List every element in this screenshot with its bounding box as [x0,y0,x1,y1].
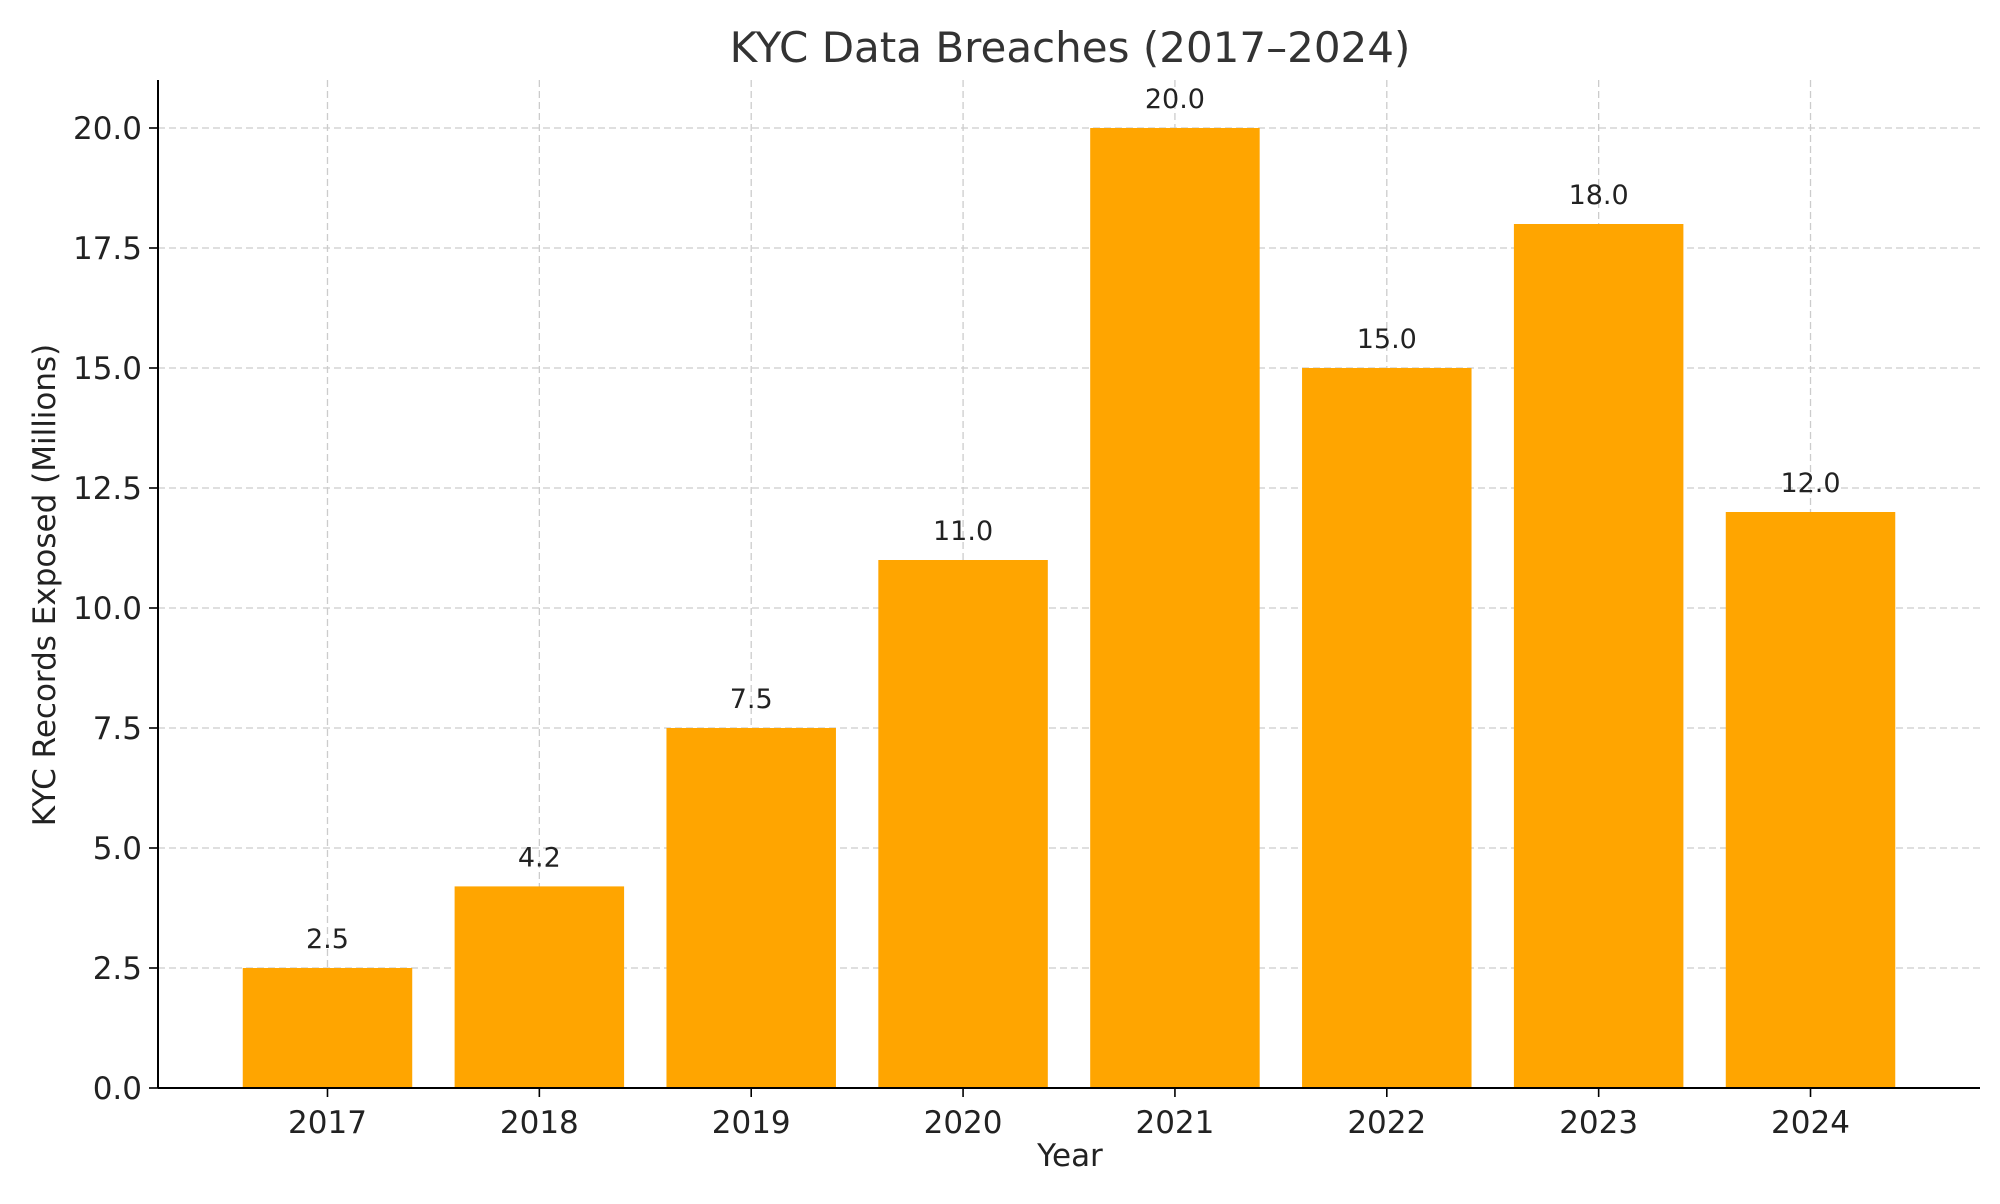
y-tick-label: 17.5 [73,231,142,267]
data-label-2017: 2.5 [306,924,349,955]
bar-2019 [666,728,836,1088]
data-label-2019: 7.5 [730,684,773,715]
bar-2022 [1302,368,1472,1088]
x-tick-label: 2019 [712,1105,791,1141]
bar-2020 [878,560,1048,1088]
y-tick-label: 5.0 [93,831,142,867]
y-tick-label: 12.5 [73,471,142,507]
x-tick-label: 2017 [288,1105,367,1141]
ticks-layer: 0.0 2.5 5.0 7.5 10.0 12.5 15.0 17.5 20.0 2017 2018… [73,111,1850,1141]
data-label-2020: 11.0 [933,516,993,547]
axes-layer [157,80,1980,1089]
x-tick-label: 2021 [1135,1105,1214,1141]
bar-2023 [1513,224,1684,1088]
bar-2024 [1725,512,1896,1088]
x-tick-label: 2023 [1559,1105,1638,1141]
data-label-2021: 20.0 [1145,84,1205,115]
y-axis-title: KYC Records Exposed (Millions) [27,344,63,827]
grid-layer [158,80,1980,1089]
data-label-2018: 4.2 [518,842,561,873]
bar-2021 [1090,128,1260,1088]
data-label-2022: 15.0 [1357,324,1417,355]
y-tick-label: 0.0 [93,1071,142,1107]
y-tick-label: 10.0 [73,591,142,627]
x-axis-title: Year [1036,1138,1103,1174]
x-tick-label: 2018 [500,1105,579,1141]
data-labels-layer: 2.5 4.2 7.5 11.0 20.0 15.0 18.0 12.0 [306,84,1841,955]
x-tick-label: 2024 [1771,1105,1850,1141]
data-label-2023: 18.0 [1569,180,1629,211]
x-tick-label: 2020 [924,1105,1003,1141]
chart-title: KYC Data Breaches (2017–2024) [730,23,1411,72]
x-tick-label: 2022 [1347,1105,1426,1141]
y-tick-label: 20.0 [73,111,142,147]
bar-2018 [454,886,625,1088]
bar-2017 [242,968,413,1088]
bars-layer [242,128,1896,1088]
y-tick-label: 7.5 [93,711,142,747]
y-tick-label: 2.5 [93,951,142,987]
y-tick-label: 15.0 [73,351,142,387]
data-label-2024: 12.0 [1780,468,1840,499]
